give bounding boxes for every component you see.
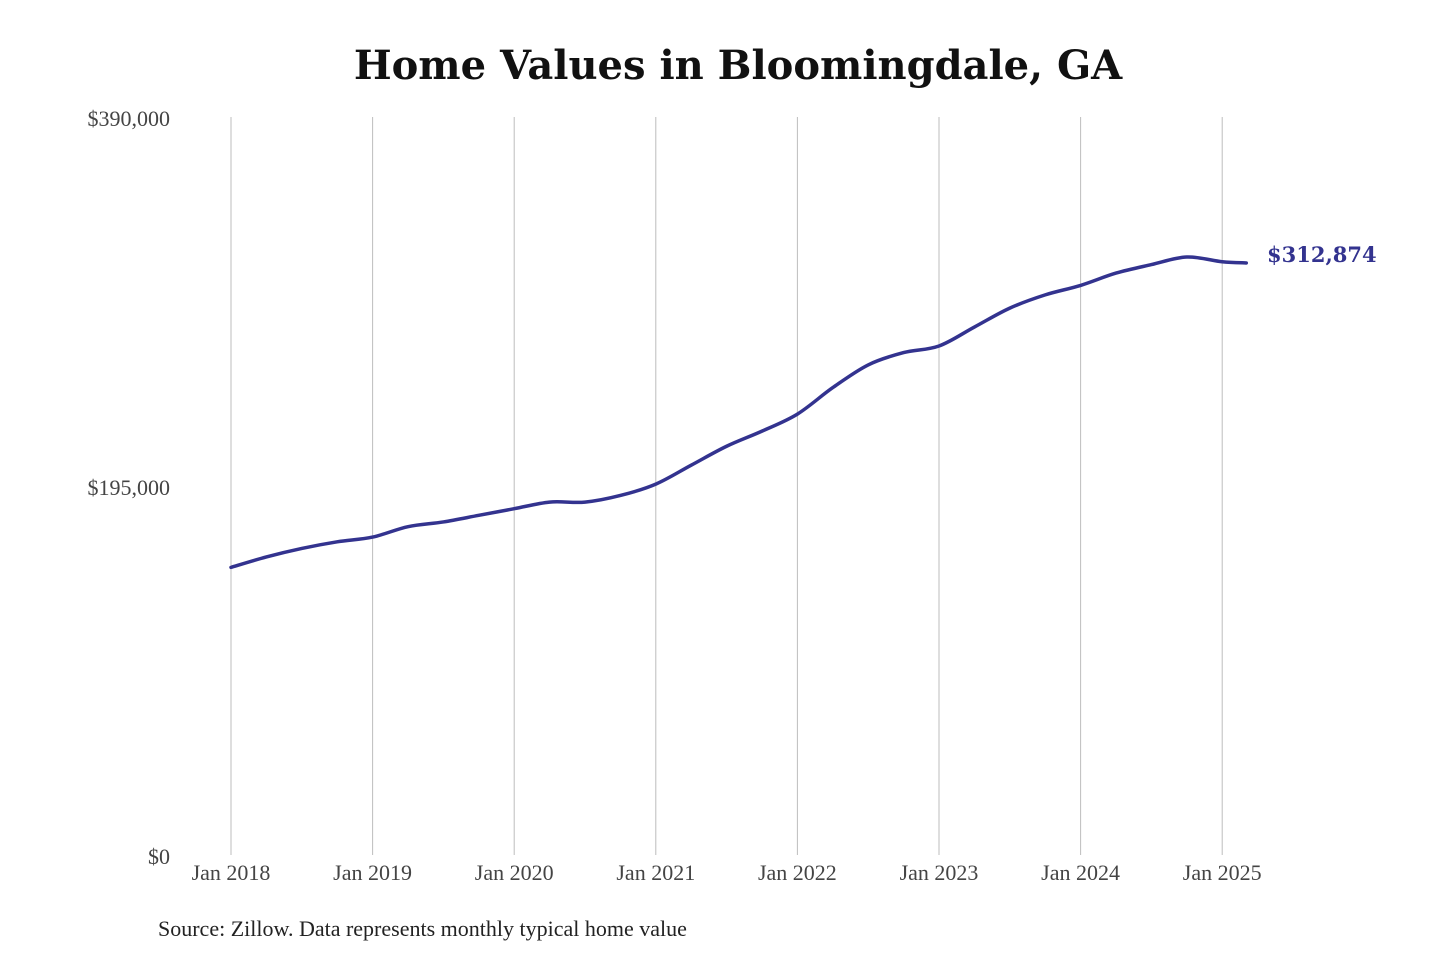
y-tick-label: $195,000: [88, 475, 171, 500]
y-tick-label: $390,000: [88, 106, 171, 131]
series-line: [229, 255, 1249, 570]
x-tick-label: Jan 2021: [616, 860, 695, 885]
y-tick-label: $0: [148, 844, 170, 869]
x-tick-label: Jan 2018: [192, 860, 271, 885]
end-value-label: $312,874: [1267, 242, 1377, 267]
source-note: Source: Zillow. Data represents monthly …: [158, 916, 687, 941]
x-tick-label: Jan 2019: [333, 860, 412, 885]
x-tick-label: Jan 2022: [758, 860, 837, 885]
x-tick-label: Jan 2020: [475, 860, 554, 885]
chart-title: Home Values in Bloomingdale, GA: [353, 42, 1123, 89]
x-tick-label: Jan 2024: [1041, 860, 1120, 885]
x-tick-label: Jan 2023: [900, 860, 979, 885]
x-tick-label: Jan 2025: [1183, 860, 1262, 885]
